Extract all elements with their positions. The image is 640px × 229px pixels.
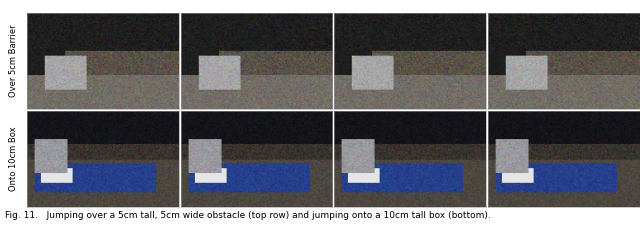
Text: Onto 10cm Box: Onto 10cm Box: [9, 127, 18, 191]
Text: Fig. 11.   Jumping over a 5cm tall, 5cm wide obstacle (top row) and jumping onto: Fig. 11. Jumping over a 5cm tall, 5cm wi…: [5, 211, 491, 221]
Text: Over 5cm Barrier: Over 5cm Barrier: [9, 25, 18, 97]
